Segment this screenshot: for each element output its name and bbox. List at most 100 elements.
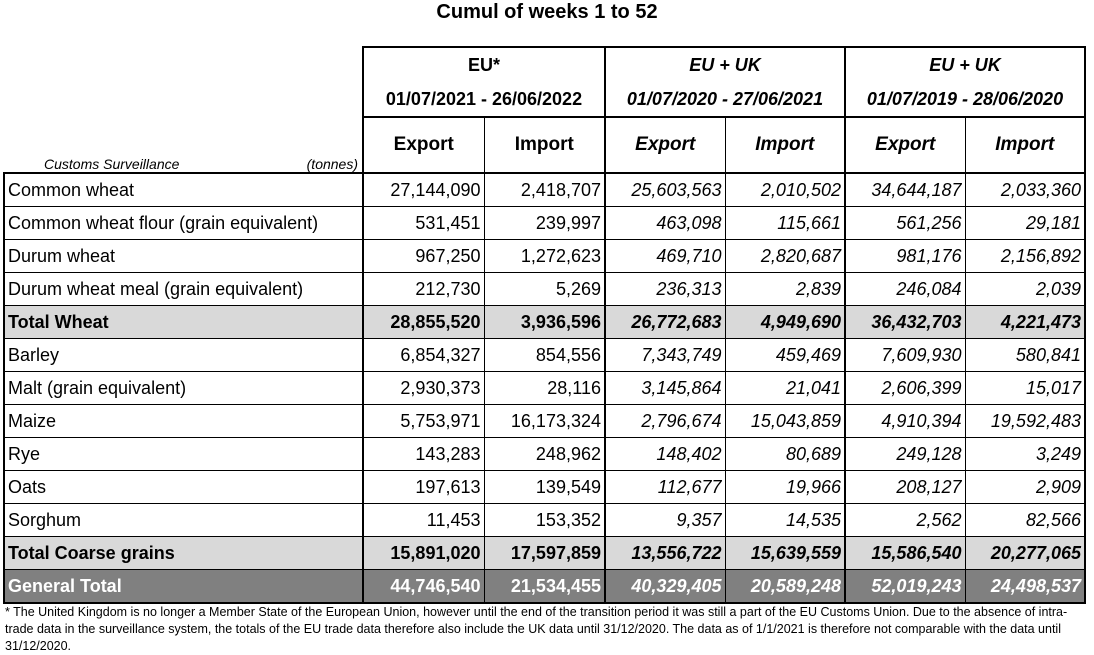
import-value: 17,597,859 — [484, 536, 606, 570]
row-label: Oats — [3, 470, 364, 504]
col-header-import: Import — [724, 116, 846, 174]
export-value: 7,609,930 — [845, 338, 966, 372]
import-value: 459,469 — [725, 338, 846, 372]
export-value: 981,176 — [845, 239, 966, 273]
export-value: 469,710 — [605, 239, 726, 273]
export-value: 112,677 — [605, 470, 726, 504]
import-value: 3,249 — [965, 437, 1086, 471]
export-value: 463,098 — [605, 206, 726, 240]
unit-label: (tonnes) — [306, 156, 358, 172]
export-value: 28,855,520 — [363, 305, 485, 339]
period-eu: 01/07/2021 - 26/06/2022 — [362, 82, 606, 117]
export-value: 236,313 — [605, 272, 726, 306]
grand-total-row: General Total 44,746,540 21,534,455 40,329,… — [3, 569, 1086, 604]
export-value: 208,127 — [845, 470, 966, 504]
import-value: 24,498,537 — [965, 569, 1086, 604]
import-value: 29,181 — [965, 206, 1086, 240]
table-row: Durum wheat meal (grain equivalent) 212,7… — [3, 272, 1086, 306]
table-row: Common wheat 27,144,090 2,418,707 25,603,56… — [3, 172, 1086, 207]
row-header-cell: Customs Surveillance (tonnes) — [4, 117, 363, 174]
export-value: 15,586,540 — [845, 536, 966, 570]
import-value: 2,033,360 — [965, 172, 1086, 207]
export-value: 2,796,674 — [605, 404, 726, 438]
col-header-export: Export — [604, 116, 726, 174]
export-value: 52,019,243 — [845, 569, 966, 604]
export-value: 7,343,749 — [605, 338, 726, 372]
row-label: Total Coarse grains — [3, 536, 364, 570]
import-value: 5,269 — [484, 272, 606, 306]
import-value: 15,017 — [965, 371, 1086, 405]
import-value: 2,839 — [725, 272, 846, 306]
row-label: General Total — [3, 569, 364, 604]
import-value: 14,535 — [725, 503, 846, 537]
export-value: 15,891,020 — [363, 536, 485, 570]
export-value: 143,283 — [363, 437, 485, 471]
export-value: 27,144,090 — [363, 172, 485, 207]
import-value: 15,639,559 — [725, 536, 846, 570]
import-value: 21,041 — [725, 371, 846, 405]
export-value: 9,357 — [605, 503, 726, 537]
import-value: 248,962 — [484, 437, 606, 471]
export-value: 197,613 — [363, 470, 485, 504]
import-value: 239,997 — [484, 206, 606, 240]
export-value: 44,746,540 — [363, 569, 485, 604]
export-value: 13,556,722 — [605, 536, 726, 570]
import-value: 2,039 — [965, 272, 1086, 306]
total-row: Total Coarse grains 15,891,020 17,597,859 1… — [3, 536, 1086, 570]
table-row: Malt (grain equivalent) 2,930,373 28,116 3,… — [3, 371, 1086, 405]
period-eu-uk-2020: 01/07/2020 - 27/06/2021 — [604, 82, 846, 117]
export-value: 2,930,373 — [363, 371, 485, 405]
import-value: 153,352 — [484, 503, 606, 537]
row-label: Barley — [3, 338, 364, 372]
row-label: Sorghum — [3, 503, 364, 537]
export-value: 6,854,327 — [363, 338, 485, 372]
row-label: Durum wheat meal (grain equivalent) — [3, 272, 364, 306]
import-value: 4,221,473 — [965, 305, 1086, 339]
export-value: 25,603,563 — [605, 172, 726, 207]
export-value: 4,910,394 — [845, 404, 966, 438]
import-value: 4,949,690 — [725, 305, 846, 339]
row-label: Maize — [3, 404, 364, 438]
group-header-eu: EU* — [362, 46, 606, 82]
import-value: 2,156,892 — [965, 239, 1086, 273]
table-row: Common wheat flour (grain equivalent) 531… — [3, 206, 1086, 240]
export-value: 5,753,971 — [363, 404, 485, 438]
row-label: Durum wheat — [3, 239, 364, 273]
import-value: 19,966 — [725, 470, 846, 504]
export-value: 561,256 — [845, 206, 966, 240]
cumulative-trade-table: EU* EU + UK EU + UK 01/07/2021 - 26/06/2… — [3, 46, 1086, 604]
import-value: 82,566 — [965, 503, 1086, 537]
export-value: 249,128 — [845, 437, 966, 471]
import-value: 28,116 — [484, 371, 606, 405]
col-header-export: Export — [362, 116, 485, 174]
export-value: 26,772,683 — [605, 305, 726, 339]
row-label: Malt (grain equivalent) — [3, 371, 364, 405]
import-value: 2,418,707 — [484, 172, 606, 207]
export-value: 11,453 — [363, 503, 485, 537]
export-value: 531,451 — [363, 206, 485, 240]
table-row: Durum wheat 967,250 1,272,623 469,710 2,820,… — [3, 239, 1086, 273]
import-value: 15,043,859 — [725, 404, 846, 438]
import-value: 2,820,687 — [725, 239, 846, 273]
row-label: Total Wheat — [3, 305, 364, 339]
customs-surveillance-label: Customs Surveillance — [44, 156, 180, 172]
col-header-import: Import — [483, 116, 606, 174]
row-label: Common wheat — [3, 172, 364, 207]
row-label: Common wheat flour (grain equivalent) — [3, 206, 364, 240]
export-value: 3,145,864 — [605, 371, 726, 405]
table-row: Maize 5,753,971 16,173,324 2,796,674 15,043,… — [3, 404, 1086, 438]
import-value: 2,010,502 — [725, 172, 846, 207]
export-value: 40,329,405 — [605, 569, 726, 604]
import-value: 16,173,324 — [484, 404, 606, 438]
page-title: Cumul of weeks 1 to 52 — [436, 1, 658, 23]
table-row: Sorghum 11,453 153,352 9,357 14,535 2,562 82,5… — [3, 503, 1086, 537]
export-value: 212,730 — [363, 272, 485, 306]
import-value: 80,689 — [725, 437, 846, 471]
import-value: 20,277,065 — [965, 536, 1086, 570]
table-row: Barley 6,854,327 854,556 7,343,749 459,469 7,… — [3, 338, 1086, 372]
total-row: Total Wheat 28,855,520 3,936,596 26,772,683… — [3, 305, 1086, 339]
import-value: 1,272,623 — [484, 239, 606, 273]
export-value: 34,644,187 — [845, 172, 966, 207]
export-value: 36,432,703 — [845, 305, 966, 339]
export-value: 246,084 — [845, 272, 966, 306]
